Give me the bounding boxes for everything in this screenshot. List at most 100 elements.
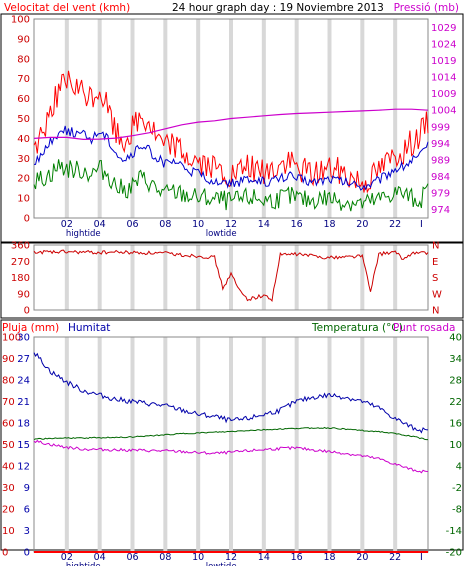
temperature-axis-tick: 40 bbox=[449, 333, 462, 344]
tide-label: lowtide bbox=[206, 229, 237, 239]
grid-band bbox=[294, 337, 299, 552]
grid-band bbox=[261, 245, 266, 310]
humidity-line bbox=[33, 352, 429, 434]
compass-axis-tick: N bbox=[432, 306, 439, 317]
pressure-axis-tick: 1029 bbox=[431, 23, 456, 34]
pressure-axis-tick: 1009 bbox=[431, 89, 456, 100]
humidity-axis-tick: 12 bbox=[17, 462, 30, 473]
x-tick-label: 12 bbox=[225, 219, 237, 230]
x-tick-label: 18 bbox=[323, 552, 335, 563]
wind-axis-tick: 80 bbox=[17, 54, 30, 65]
x-tick-label: 04 bbox=[94, 552, 106, 563]
rain-axis-title: Pluja (mm) bbox=[2, 322, 59, 334]
temperature-axis-tick: 28 bbox=[449, 376, 462, 387]
x-tick-label: 14 bbox=[258, 219, 270, 230]
tide-label: lowtide bbox=[206, 562, 237, 566]
direction-axis-tick: 180 bbox=[11, 273, 30, 284]
temperature-legend: Temperatura (°C) bbox=[311, 322, 403, 334]
pressure-axis-tick: 1014 bbox=[431, 73, 456, 84]
grid-band bbox=[229, 337, 233, 552]
temperature-axis-tick: 10 bbox=[449, 440, 462, 451]
grid-band bbox=[327, 245, 332, 310]
tide-label: hightide bbox=[66, 562, 101, 566]
grid-band bbox=[261, 19, 266, 218]
x-tick-label: I bbox=[420, 219, 423, 230]
direction-axis-tick: 270 bbox=[11, 257, 30, 268]
x-tick-label: I bbox=[420, 552, 423, 563]
grid-band bbox=[261, 337, 266, 552]
compass-axis-tick: S bbox=[432, 273, 438, 284]
grid-band bbox=[163, 245, 168, 310]
rain-axis-tick: 90 bbox=[2, 354, 15, 365]
wind-axis-tick: 50 bbox=[17, 114, 30, 125]
rain-axis-tick: 100 bbox=[2, 333, 21, 344]
rain-axis-tick: 50 bbox=[2, 440, 15, 451]
grid-band bbox=[97, 19, 102, 218]
rain-axis-tick: 80 bbox=[2, 376, 15, 387]
tide-label: hightide bbox=[66, 229, 101, 239]
pressure-axis-tick: 1004 bbox=[431, 106, 456, 117]
rain-axis-tick: 60 bbox=[2, 419, 15, 430]
grid-band bbox=[229, 245, 233, 310]
x-tick-label: 16 bbox=[291, 552, 303, 563]
direction-axis-tick: 0 bbox=[24, 306, 30, 317]
temperature-axis-tick: -20 bbox=[446, 548, 462, 559]
temperature-axis-tick: -8 bbox=[452, 505, 462, 516]
grid-band bbox=[393, 337, 398, 552]
humidity-axis-title: Humitat bbox=[68, 322, 110, 334]
grid-band bbox=[327, 19, 332, 218]
dewpoint-legend: Punt rosada bbox=[393, 322, 455, 334]
pressure-axis-tick: 1024 bbox=[431, 39, 456, 50]
grid-band bbox=[163, 337, 168, 552]
pressure-line bbox=[33, 108, 429, 141]
humidity-axis-tick: 21 bbox=[17, 397, 30, 408]
grid-band bbox=[64, 19, 69, 218]
wind-axis-tick: 40 bbox=[17, 134, 30, 145]
pressure-title: Pressió (mb) bbox=[394, 2, 459, 14]
dewpoint-line bbox=[33, 439, 429, 474]
pressure-axis-tick: 994 bbox=[431, 139, 450, 150]
temperature-axis-tick: 16 bbox=[449, 419, 462, 430]
grid-band bbox=[196, 337, 201, 552]
direction-panel-frame bbox=[0, 242, 464, 319]
humidity-axis-tick: 15 bbox=[17, 440, 30, 451]
wind-axis-tick: 100 bbox=[11, 15, 30, 26]
x-tick-label: 20 bbox=[356, 552, 368, 563]
plot-area bbox=[33, 18, 429, 219]
pressure-axis-tick: 984 bbox=[431, 172, 450, 183]
rain-axis-tick: 10 bbox=[2, 526, 15, 537]
wind-axis-tick: 90 bbox=[17, 34, 30, 45]
x-tick-label: 10 bbox=[192, 552, 204, 563]
temperature-axis-tick: 4 bbox=[456, 462, 462, 473]
direction-axis-tick: 90 bbox=[17, 289, 30, 300]
x-tick-label: 12 bbox=[225, 552, 237, 563]
grid-band bbox=[360, 19, 365, 218]
humidity-axis-tick: 6 bbox=[24, 505, 30, 516]
rain-axis-tick: 70 bbox=[2, 397, 15, 408]
top-panel-frame bbox=[0, 13, 464, 243]
humidity-axis-tick: 30 bbox=[17, 333, 30, 344]
rain-axis-tick: 20 bbox=[2, 505, 15, 516]
grid-band bbox=[97, 245, 102, 310]
compass-axis-tick: W bbox=[432, 289, 442, 300]
grid-band bbox=[97, 337, 102, 552]
grid-band bbox=[163, 19, 168, 218]
compass-axis-tick: N bbox=[432, 241, 439, 252]
grid-band bbox=[196, 19, 201, 218]
x-tick-label: 18 bbox=[323, 219, 335, 230]
humidity-axis-tick: 9 bbox=[24, 483, 30, 494]
humidity-axis-tick: 24 bbox=[17, 376, 30, 387]
temperature-axis-tick: 34 bbox=[449, 354, 462, 365]
x-tick-label: 08 bbox=[159, 552, 171, 563]
humidity-axis-tick: 3 bbox=[24, 526, 30, 537]
wind-axis-tick: 30 bbox=[17, 154, 30, 165]
pressure-axis-tick: 1019 bbox=[431, 56, 456, 67]
rain-axis-tick: 30 bbox=[2, 483, 15, 494]
pressure-axis-tick: 979 bbox=[431, 189, 450, 200]
x-tick-label: 22 bbox=[389, 552, 401, 563]
grid-band bbox=[393, 245, 398, 310]
temperature-axis-tick: 22 bbox=[449, 397, 462, 408]
pressure-axis-tick: 989 bbox=[431, 155, 450, 166]
grid-band bbox=[130, 337, 135, 552]
